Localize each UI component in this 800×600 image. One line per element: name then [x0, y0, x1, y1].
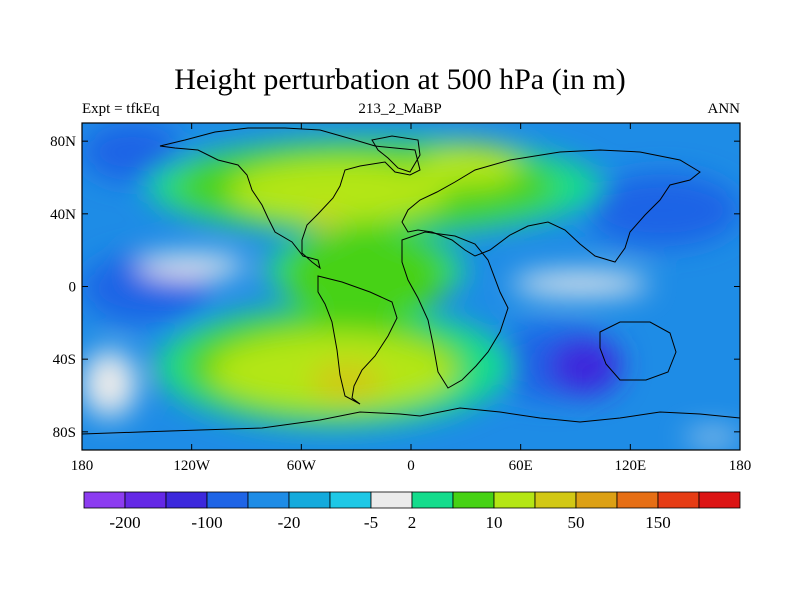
axes: 180 120W 60W 0 60E 120E 180 80N 40N 0 40S 80S [50, 123, 751, 474]
colorbar-swatch [165, 491, 208, 509]
field-region [584, 173, 740, 247]
coastline-australia [599, 321, 677, 381]
colorbar-label: -200 [109, 513, 140, 532]
field-region [685, 431, 740, 443]
x-tick-label: 60E [509, 458, 533, 474]
x-tick-label: 180 [729, 458, 752, 474]
y-tick-label: 40N [50, 207, 76, 223]
y-tick-label: 80S [53, 425, 76, 441]
field-region [283, 228, 448, 323]
season-label: ANN [707, 101, 741, 117]
colorbar-swatch [411, 491, 454, 509]
colorbar-swatch [83, 491, 126, 509]
x-tick-label: 120W [173, 458, 211, 474]
colorbar-label: 10 [486, 513, 503, 532]
field-region [310, 210, 338, 233]
case-label: 213_2_MaBP [358, 101, 442, 117]
chart-title: Height perturbation at 500 hPa (in m) [174, 63, 626, 96]
x-tick-label: 60W [287, 458, 317, 474]
colorbar-swatch [575, 491, 618, 509]
field-region [511, 271, 649, 296]
y-tick-label: 0 [69, 280, 77, 296]
field-region [420, 144, 521, 187]
coastline-south-america [317, 275, 398, 405]
x-tick-label: 180 [71, 458, 94, 474]
colorbar-label: 50 [568, 513, 585, 532]
colorbar-swatch [247, 491, 290, 509]
colorbar-swatch [124, 491, 167, 509]
coastline-africa [401, 231, 509, 389]
contour-field [82, 123, 740, 450]
y-tick-label: 80N [50, 134, 76, 150]
contour-field-shading [82, 123, 740, 443]
colorbar-swatch [616, 491, 659, 509]
colorbar-label: 150 [645, 513, 671, 532]
colorbar-swatch [493, 491, 536, 509]
field-region [228, 159, 448, 223]
field-region [136, 253, 247, 278]
colorbar-swatch [206, 491, 249, 509]
colorbar-label: -5 [364, 513, 378, 532]
coastline-outlines [82, 127, 740, 435]
field-region [548, 337, 622, 396]
field-region [82, 350, 137, 418]
colorbar-swatch [534, 491, 577, 509]
y-tick-label: 40S [53, 352, 76, 368]
x-tick-label: 120E [614, 458, 646, 474]
colorbar-swatch [452, 491, 495, 509]
field-region [310, 362, 384, 400]
coastline-eurasia [401, 149, 701, 263]
coastline-antarctica [82, 407, 740, 435]
field-region [82, 123, 183, 182]
colorbar: -200 -100 -20 -5 2 10 50 150 [83, 491, 741, 532]
coastline-north-america [159, 127, 421, 270]
x-tick-label: 0 [407, 458, 415, 474]
colorbar-swatch [657, 491, 700, 509]
colorbar-swatch [329, 491, 372, 509]
coastline-greenland [371, 135, 421, 173]
colorbar-label: -100 [191, 513, 222, 532]
colorbar-label: 2 [408, 513, 417, 532]
colorbar-swatch [370, 491, 413, 509]
colorbar-swatch [288, 491, 331, 509]
colorbar-label: -20 [278, 513, 301, 532]
colorbar-swatch [698, 491, 741, 509]
experiment-label: Expt = tfkEq [82, 101, 160, 117]
